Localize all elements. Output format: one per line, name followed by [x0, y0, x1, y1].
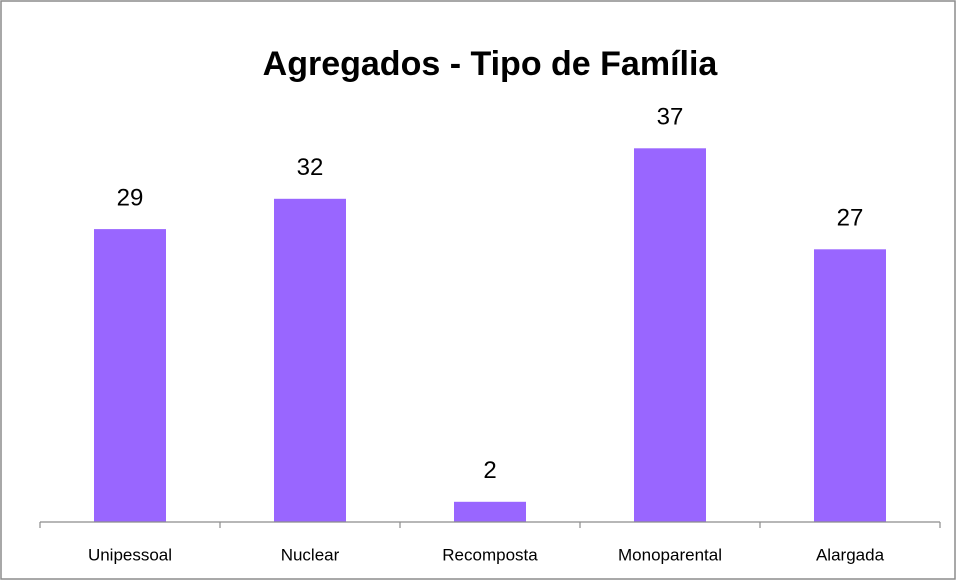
data-label: 2 [483, 457, 496, 484]
data-label: 32 [297, 154, 324, 181]
data-label: 37 [657, 104, 684, 131]
x-tick-label: Alargada [816, 545, 885, 564]
x-tick-label: Recomposta [442, 545, 538, 564]
bar [814, 249, 886, 523]
data-label: 27 [837, 205, 864, 232]
bar [454, 501, 526, 522]
x-tick-label: Unipessoal [88, 545, 172, 564]
data-label: 29 [117, 184, 144, 211]
x-tick-label: Nuclear [281, 545, 340, 564]
bar [634, 148, 706, 523]
chart-title: Agregados - Tipo de Família [263, 45, 719, 83]
bar [274, 198, 346, 523]
x-tick-label: Monoparental [618, 545, 722, 564]
bar [94, 229, 166, 522]
